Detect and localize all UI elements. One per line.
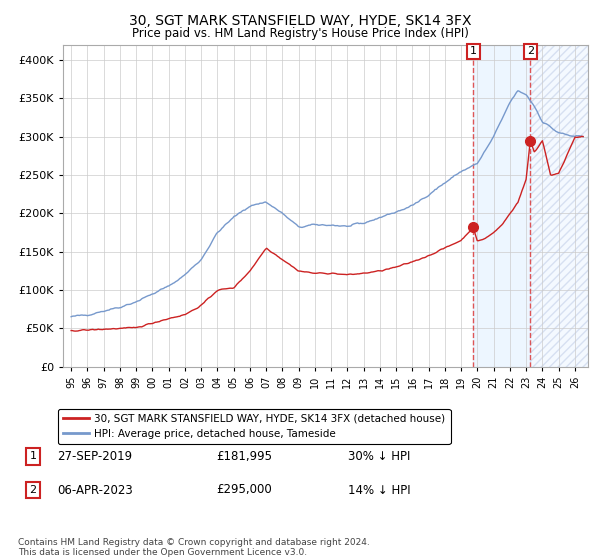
Text: Price paid vs. HM Land Registry's House Price Index (HPI): Price paid vs. HM Land Registry's House … (131, 27, 469, 40)
Bar (530, 45, 588, 367)
Text: 14% ↓ HPI: 14% ↓ HPI (348, 483, 410, 497)
Text: 1: 1 (29, 451, 37, 461)
Bar (473, 45, 530, 367)
Text: £295,000: £295,000 (216, 483, 272, 497)
Legend: 30, SGT MARK STANSFIELD WAY, HYDE, SK14 3FX (detached house), HPI: Average price: 30, SGT MARK STANSFIELD WAY, HYDE, SK14 … (58, 409, 451, 444)
Bar (530, 45, 588, 367)
Text: 27-SEP-2019: 27-SEP-2019 (57, 450, 132, 463)
Text: 2: 2 (527, 46, 534, 57)
Text: 06-APR-2023: 06-APR-2023 (57, 483, 133, 497)
Text: 2: 2 (29, 485, 37, 495)
Text: 30% ↓ HPI: 30% ↓ HPI (348, 450, 410, 463)
Text: 30, SGT MARK STANSFIELD WAY, HYDE, SK14 3FX: 30, SGT MARK STANSFIELD WAY, HYDE, SK14 … (129, 14, 471, 28)
Text: Contains HM Land Registry data © Crown copyright and database right 2024.
This d: Contains HM Land Registry data © Crown c… (18, 538, 370, 557)
Text: 1: 1 (470, 46, 477, 57)
Text: £181,995: £181,995 (216, 450, 272, 463)
